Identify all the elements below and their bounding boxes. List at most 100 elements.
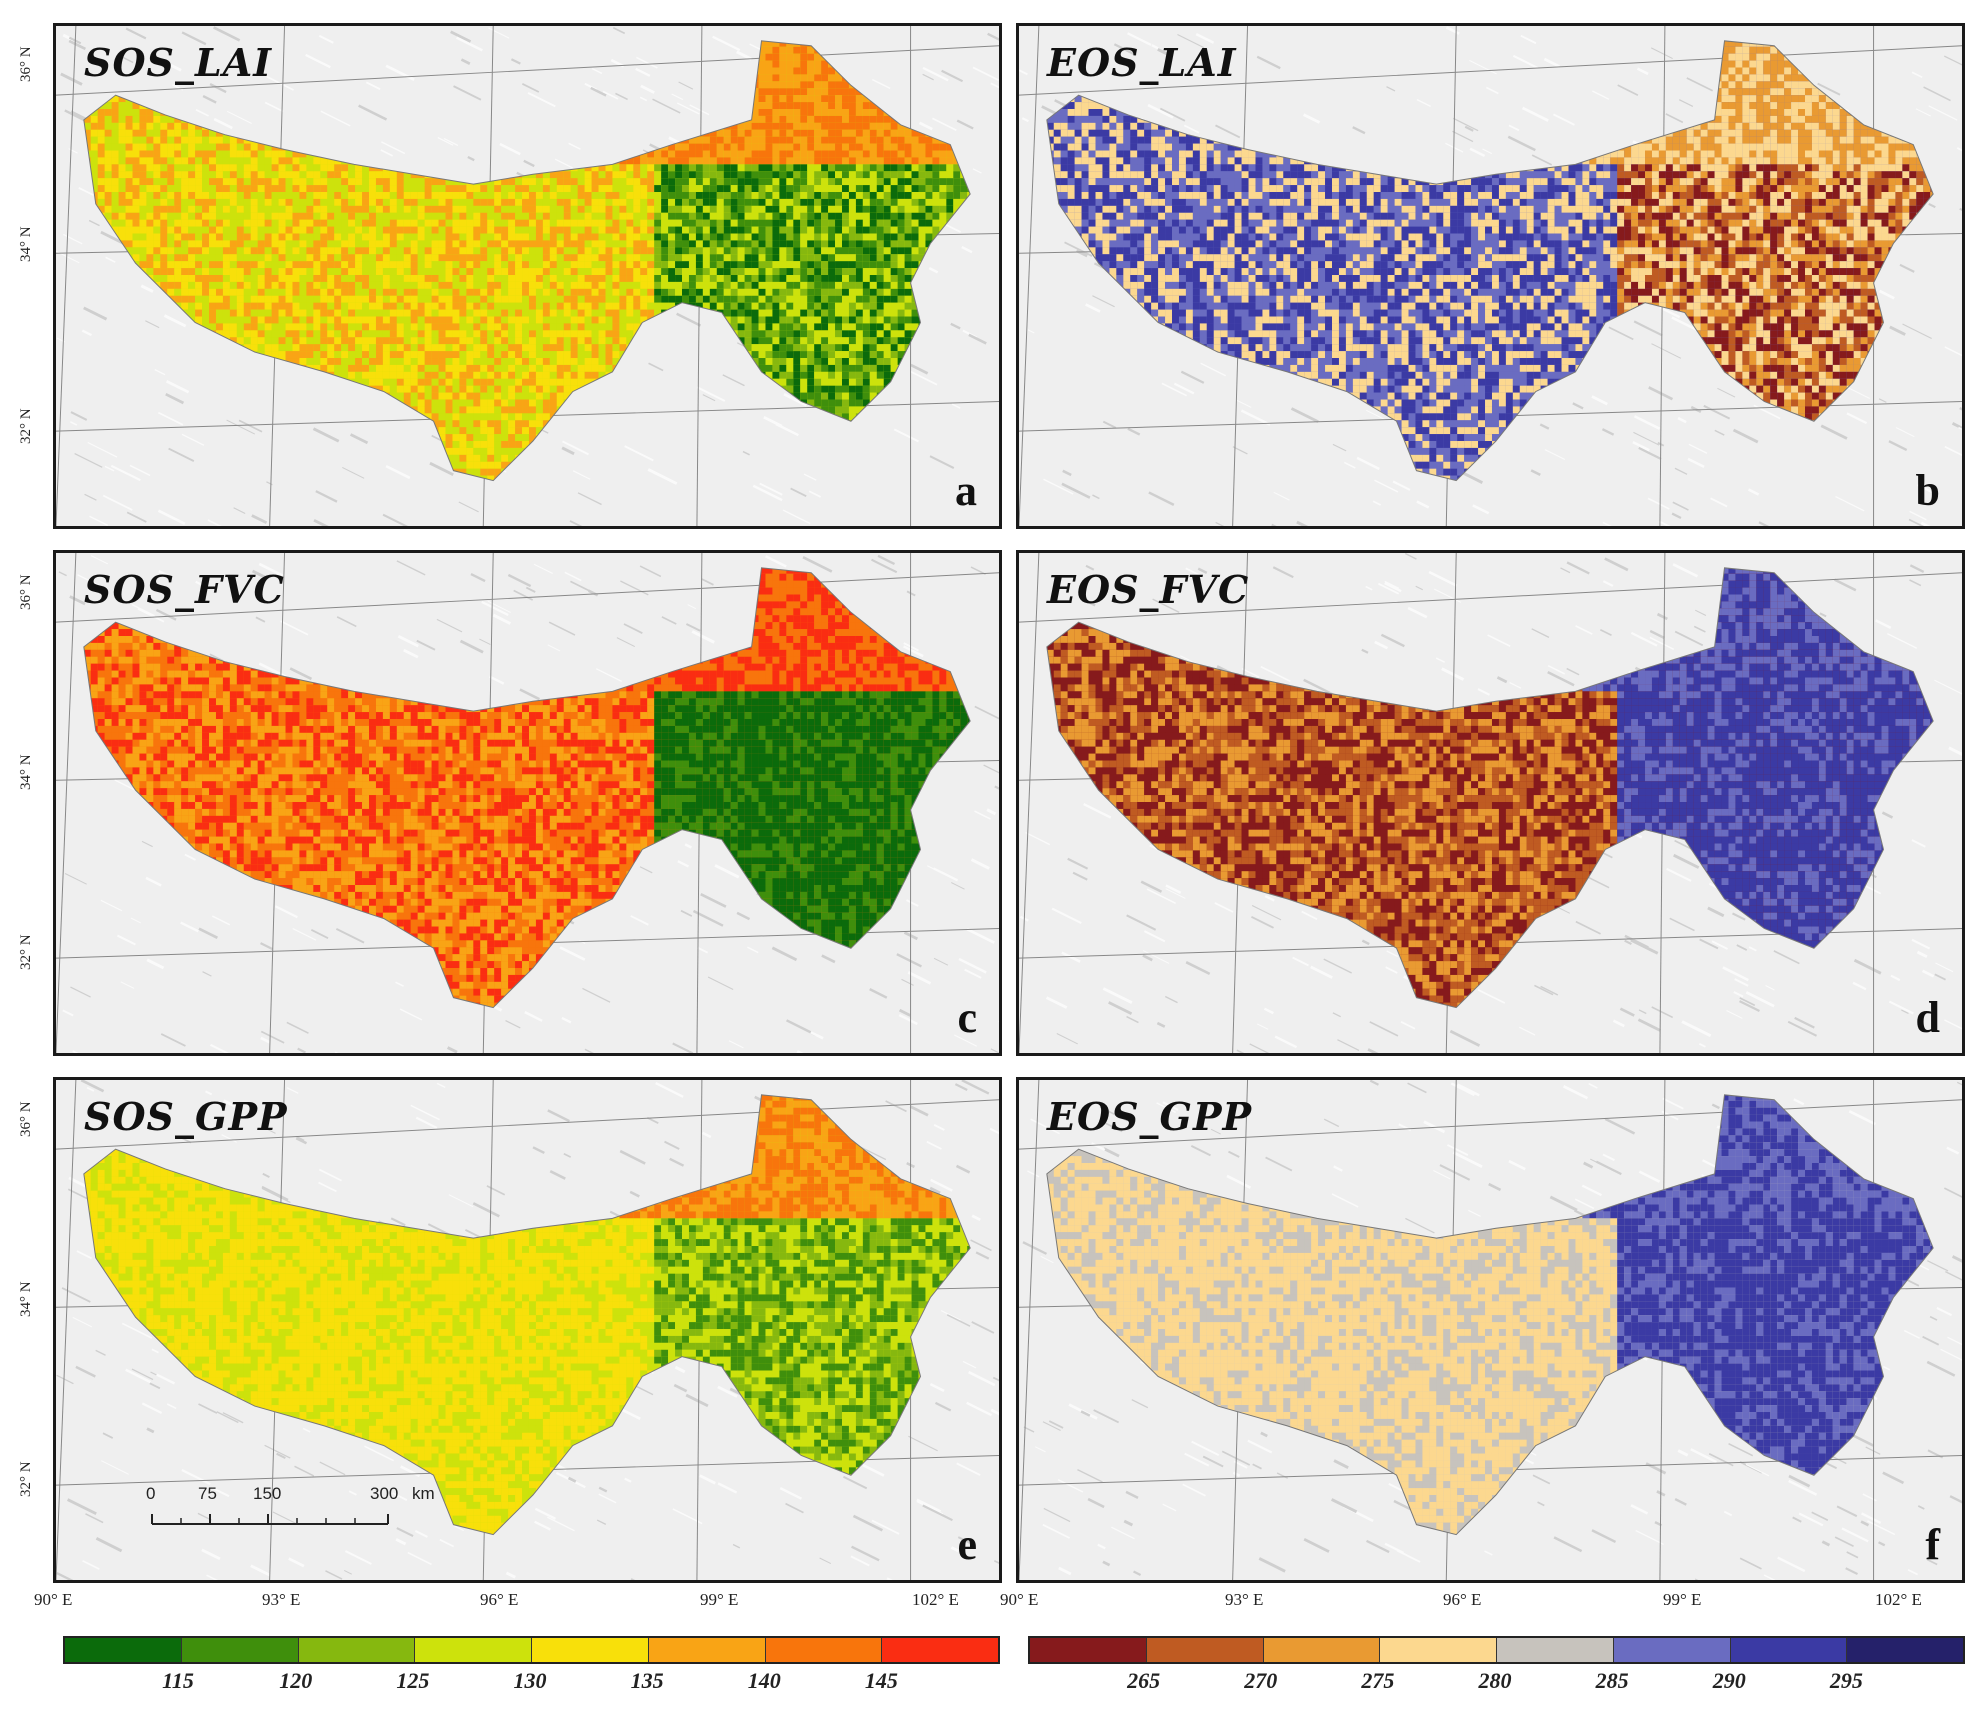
raster-pixel: [404, 151, 411, 158]
raster-pixel: [522, 220, 529, 227]
raster-pixel: [633, 40, 640, 47]
raster-pixel: [230, 199, 237, 206]
raster-pixel: [70, 47, 77, 54]
raster-pixel: [912, 234, 919, 241]
raster-pixel: [432, 47, 439, 54]
raster-pixel: [661, 33, 668, 40]
raster-pixel: [765, 261, 772, 268]
raster-pixel: [793, 164, 800, 171]
raster-pixel: [536, 157, 543, 164]
raster-pixel: [592, 178, 599, 185]
raster-pixel: [543, 157, 550, 164]
raster-pixel: [119, 213, 126, 220]
raster-pixel: [355, 47, 362, 54]
raster-pixel: [682, 192, 689, 199]
raster-pixel: [578, 137, 585, 144]
raster-pixel: [355, 254, 362, 261]
raster-pixel: [898, 88, 905, 95]
raster-pixel: [348, 33, 355, 40]
raster-pixel: [112, 213, 119, 220]
raster-pixel: [578, 185, 585, 192]
raster-pixel: [877, 144, 884, 151]
raster-pixel: [153, 137, 160, 144]
raster-pixel: [126, 130, 133, 137]
raster-pixel: [77, 227, 84, 234]
raster-pixel: [585, 33, 592, 40]
raster-pixel: [571, 213, 578, 220]
raster-pixel: [418, 137, 425, 144]
raster-pixel: [258, 227, 265, 234]
raster-pixel: [884, 33, 891, 40]
raster-pixel: [682, 144, 689, 151]
raster-pixel: [299, 185, 306, 192]
raster-pixel: [230, 220, 237, 227]
raster-pixel: [619, 40, 626, 47]
raster-pixel: [856, 102, 863, 109]
raster-pixel: [967, 54, 974, 61]
raster-pixel: [77, 95, 84, 102]
raster-pixel: [738, 102, 745, 109]
raster-pixel: [592, 185, 599, 192]
raster-pixel: [828, 213, 835, 220]
raster-pixel: [786, 88, 793, 95]
raster-pixel: [981, 137, 988, 144]
raster-pixel: [877, 151, 884, 158]
raster-pixel: [439, 247, 446, 254]
raster-pixel: [877, 206, 884, 213]
raster-pixel: [946, 40, 953, 47]
hillshade-mark: [313, 429, 338, 442]
raster-pixel: [466, 47, 473, 54]
hillshade-mark: [266, 482, 272, 485]
hillshade-mark: [169, 449, 194, 462]
raster-pixel: [362, 234, 369, 241]
raster-pixel: [759, 144, 766, 151]
raster-pixel: [793, 81, 800, 88]
raster-pixel: [167, 109, 174, 116]
raster-pixel: [160, 206, 167, 213]
raster-pixel: [299, 192, 306, 199]
raster-pixel: [759, 185, 766, 192]
raster-pixel: [738, 137, 745, 144]
raster-pixel: [446, 102, 453, 109]
raster-pixel: [842, 247, 849, 254]
raster-pixel: [745, 234, 752, 241]
raster-pixel: [870, 144, 877, 151]
raster-pixel: [272, 151, 279, 158]
raster-pixel: [821, 234, 828, 241]
raster-pixel: [383, 192, 390, 199]
raster-pixel: [258, 151, 265, 158]
raster-pixel: [717, 164, 724, 171]
raster-pixel: [390, 261, 397, 268]
raster-pixel: [626, 68, 633, 75]
raster-pixel: [292, 178, 299, 185]
raster-pixel: [578, 240, 585, 247]
raster-pixel: [355, 74, 362, 81]
raster-pixel: [772, 144, 779, 151]
raster-pixel: [202, 102, 209, 109]
raster-pixel: [265, 234, 272, 241]
raster-pixel: [988, 192, 995, 199]
raster-pixel: [765, 137, 772, 144]
raster-pixel: [557, 240, 564, 247]
raster-pixel: [362, 95, 369, 102]
raster-pixel: [327, 247, 334, 254]
raster-pixel: [981, 40, 988, 47]
raster-pixel: [786, 95, 793, 102]
raster-pixel: [258, 247, 265, 254]
raster-pixel: [828, 199, 835, 206]
raster-pixel: [209, 151, 216, 158]
raster-pixel: [912, 68, 919, 75]
raster-pixel: [418, 102, 425, 109]
raster-pixel: [265, 130, 272, 137]
raster-pixel: [244, 227, 251, 234]
raster-pixel: [793, 68, 800, 75]
raster-pixel: [313, 74, 320, 81]
raster-pixel: [362, 220, 369, 227]
raster-pixel: [522, 213, 529, 220]
raster-pixel: [146, 151, 153, 158]
raster-pixel: [174, 157, 181, 164]
raster-pixel: [564, 40, 571, 47]
raster-pixel: [654, 247, 661, 254]
raster-pixel: [772, 164, 779, 171]
raster-pixel: [334, 33, 341, 40]
